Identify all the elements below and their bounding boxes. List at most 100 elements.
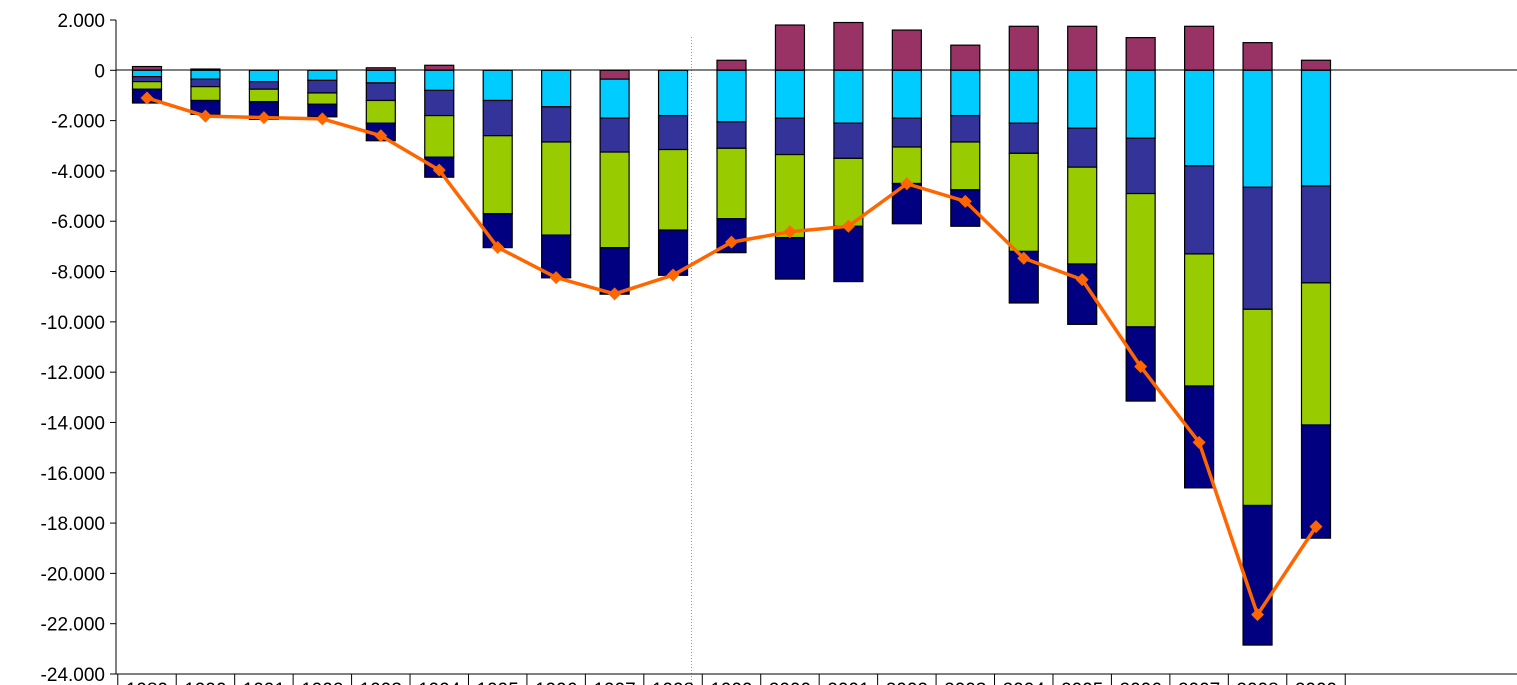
x-tick-label: 2000 [769, 680, 811, 685]
y-tick-label: -4.000 [51, 162, 105, 183]
bar-segment [248, 69, 279, 83]
x-tick-label: 2005 [1061, 680, 1103, 685]
bar-segment [1125, 192, 1156, 328]
bar-segment [424, 114, 455, 158]
bar-segment [833, 69, 864, 124]
x-tick-label: 1992 [301, 680, 343, 685]
bar-segment [1242, 42, 1273, 71]
x-tick-label: 1993 [360, 680, 402, 685]
x-tick-label: 2009 [1295, 680, 1337, 685]
line-marker [257, 111, 271, 125]
bar-segment [190, 78, 221, 88]
bar-segment [1242, 504, 1273, 646]
bar-segment [657, 69, 689, 117]
line-marker [198, 109, 212, 123]
x-tick-label: 1998 [652, 680, 694, 685]
x-tick-label: 1994 [418, 680, 461, 685]
line-marker [374, 129, 388, 143]
bar-segment [833, 225, 864, 283]
bar-segment [541, 106, 572, 143]
bar-segment [950, 69, 981, 117]
x-tick-label: 1990 [184, 680, 226, 685]
x-tick-label: 2006 [1120, 680, 1162, 685]
x-tick-label: 1997 [593, 680, 635, 685]
bar-segment [1242, 186, 1273, 310]
bar-segment [950, 44, 981, 71]
bar-segment [1008, 25, 1039, 71]
x-tick-label: 1999 [710, 680, 752, 685]
bar-segment [891, 69, 922, 119]
bar-segment [1125, 69, 1156, 139]
line-marker [1075, 273, 1089, 287]
bar-segment [774, 153, 806, 239]
y-tick-label: -18.000 [41, 514, 105, 535]
line-marker [491, 240, 505, 254]
line-marker [900, 177, 914, 191]
bar-segment [1183, 253, 1215, 387]
bar-segment [482, 69, 513, 102]
x-axis: 1989 1990 1991 1992 1993 1994 1995 1996 1997 1998… [116, 673, 1517, 685]
bar-segment [190, 69, 221, 80]
bar-segment [716, 147, 747, 220]
bar-segment [365, 99, 396, 124]
bar-segment [541, 69, 572, 108]
bar-segment [599, 69, 630, 80]
line-series [140, 91, 1323, 622]
bar-segment [482, 135, 513, 215]
line-marker [1134, 360, 1148, 374]
bar-segment [950, 141, 981, 191]
bar-segment [657, 148, 689, 231]
x-tick-label: 1995 [477, 680, 519, 685]
x-tick-label: 2001 [827, 680, 869, 685]
y-tick-label: -12.000 [41, 363, 105, 384]
bar-segment [1183, 69, 1215, 167]
line-marker [432, 163, 446, 177]
bar-segment [1242, 308, 1273, 507]
line-marker [783, 225, 797, 239]
x-tick-label: 2004 [1003, 680, 1046, 685]
y-tick-label: -10.000 [41, 313, 105, 334]
y-tick-label: -14.000 [41, 413, 105, 434]
line-marker [1017, 251, 1031, 265]
bar-segment [716, 121, 747, 149]
bar-segment [1242, 69, 1273, 188]
bar-segment [716, 69, 747, 123]
bar-segment [307, 79, 338, 94]
line-marker [958, 194, 972, 208]
y-axis-tick-labels: 2.000 0 -2.000 -4.000 -6.000 -8.000 -10.000 -12… [41, 11, 105, 685]
y-tick-label: -16.000 [41, 464, 105, 485]
bar-segment [307, 69, 338, 81]
bar-segment [1008, 122, 1039, 154]
y-tick-label: 2.000 [57, 11, 105, 32]
y-tick-label: -8.000 [51, 263, 105, 284]
x-tick-label: 2008 [1236, 680, 1278, 685]
bar-segment [1300, 282, 1332, 426]
y-tick-label: -2.000 [51, 112, 105, 133]
bar-segment [131, 81, 163, 90]
bar-segment [541, 141, 572, 236]
bar-segment [365, 69, 396, 84]
bar-segment [774, 69, 806, 119]
bar-segment [248, 81, 279, 90]
bar-segment [833, 21, 864, 71]
bar-segment [365, 82, 396, 102]
line-marker [608, 287, 622, 301]
bar-segment [1183, 165, 1215, 255]
line-marker [140, 91, 154, 105]
bar-segment [599, 117, 630, 153]
bar-segment [599, 151, 630, 249]
y-tick-label: 0 [94, 61, 105, 82]
bar-marks [131, 21, 1332, 646]
bar-segment [1067, 166, 1098, 265]
bar-segment [1183, 25, 1215, 71]
bar-segment [774, 236, 806, 280]
bar-segment [599, 247, 630, 295]
bar-segment [307, 92, 338, 105]
bar-segment [1125, 37, 1156, 71]
bar-segment [1067, 69, 1098, 129]
y-tick-label: -22.000 [41, 615, 105, 636]
x-tick-label: 2003 [944, 680, 986, 685]
bar-segment [131, 75, 163, 83]
line-marker [315, 112, 329, 126]
